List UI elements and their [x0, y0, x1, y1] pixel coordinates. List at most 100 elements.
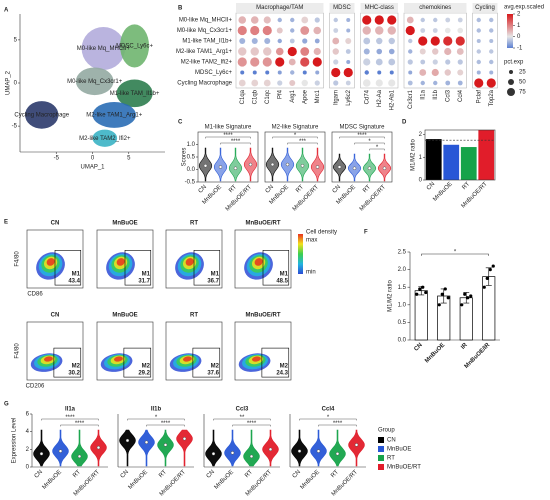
- dot: [262, 25, 272, 36]
- significance-bracket: [318, 424, 357, 427]
- dot: [277, 80, 283, 86]
- point: [488, 268, 492, 272]
- cluster-label: M2-like TAM1_Arg1+: [86, 112, 142, 118]
- dot: [290, 70, 295, 75]
- size-legend-label: 25: [519, 70, 526, 76]
- cluster: [92, 101, 136, 128]
- dot: [444, 69, 451, 76]
- dot: [374, 15, 384, 25]
- panel-label: E: [4, 220, 8, 226]
- y-axis-label: Expression Level: [12, 418, 18, 464]
- dot: [275, 57, 285, 67]
- violin: [205, 429, 222, 467]
- gate-label: M2: [142, 364, 151, 370]
- dot: [489, 28, 494, 33]
- x-tick-label: CN: [34, 469, 44, 479]
- y-tick-label: 5: [14, 37, 18, 43]
- gate-value: 31.7: [138, 279, 150, 285]
- gene-label: Pf4: [277, 89, 283, 99]
- dot: [289, 38, 295, 44]
- gate-label: M2: [211, 364, 220, 370]
- gate: [193, 250, 221, 286]
- group-frame: [403, 12, 467, 89]
- colorbar-title: avg.exp.scaled: [504, 5, 544, 11]
- dot: [388, 37, 395, 45]
- group-header: Macrophage/TAM: [256, 5, 303, 11]
- gene-label: C1qc: [265, 90, 271, 104]
- size-legend-dot: [507, 88, 515, 96]
- row-label: M2-like TAM2_Ifi2+: [181, 60, 233, 66]
- gate-label: M1: [142, 272, 151, 278]
- plot-title: CN: [51, 221, 60, 227]
- plot-title: MnBuOE: [112, 313, 137, 319]
- dot: [346, 60, 351, 64]
- group-header: Cycling: [475, 5, 495, 11]
- dot: [333, 28, 339, 33]
- x-tick-label: CN: [206, 469, 216, 479]
- violin: [310, 429, 327, 467]
- gate: [192, 347, 221, 378]
- significance-label: ***: [299, 139, 307, 145]
- violin: [228, 147, 243, 182]
- group-frame: [472, 12, 498, 89]
- dot: [489, 49, 494, 54]
- point: [421, 285, 425, 289]
- dot: [489, 17, 494, 23]
- median-dot: [163, 443, 168, 447]
- colorbar-min: min: [306, 270, 316, 276]
- panel-label: G: [4, 402, 9, 408]
- group-header-bg: [404, 3, 467, 12]
- group-header-bg: [472, 3, 498, 12]
- dot: [346, 18, 351, 22]
- row-label: M2-like TAM1_Arg1+: [176, 49, 232, 55]
- y-axis-label: M1/M2 ratio: [411, 139, 417, 171]
- violin: [119, 429, 136, 467]
- cluster-label: MDSC_Ly6c+: [116, 43, 153, 49]
- gate: [54, 250, 82, 286]
- dot: [445, 80, 451, 86]
- violin: [243, 429, 260, 467]
- point: [460, 303, 464, 307]
- violin: [157, 429, 174, 467]
- colorbar-tick-label: 2: [517, 12, 521, 18]
- bar: [478, 130, 495, 180]
- violin: [329, 429, 346, 467]
- dot: [388, 58, 396, 66]
- gene-label: Top2a: [489, 89, 495, 106]
- dot: [431, 68, 439, 77]
- gene-label: C1qb: [252, 89, 258, 104]
- dot: [363, 37, 371, 45]
- median-dot: [125, 438, 130, 443]
- density: [113, 356, 123, 362]
- significance-bracket: [232, 424, 271, 427]
- gene-label: H2-Ab1: [389, 89, 395, 110]
- point: [418, 287, 422, 291]
- dot: [388, 79, 396, 87]
- cluster-label: M0-like Mq_MHCII+: [77, 46, 131, 52]
- dot: [287, 46, 297, 57]
- median-dot: [367, 166, 372, 170]
- dot: [486, 78, 496, 88]
- dot: [420, 28, 426, 33]
- group-header: MDSC: [333, 5, 351, 11]
- median-dot: [268, 447, 273, 452]
- plot-title: MnBuOE/RT: [246, 221, 281, 227]
- dot: [363, 58, 371, 66]
- row-label: M1-like TAM_Il1b+: [182, 39, 232, 45]
- dot: [314, 80, 320, 86]
- significance-label: ****: [75, 421, 85, 427]
- point: [443, 287, 447, 291]
- cluster-label: M1-like TAM_Il1b+: [110, 91, 160, 97]
- dot: [456, 48, 464, 55]
- gene-label: Cd74: [364, 89, 370, 104]
- dot: [263, 47, 272, 56]
- dot: [476, 17, 481, 23]
- x-tick-label: IR: [460, 342, 469, 351]
- gene-label: Itgam: [333, 90, 339, 105]
- y-tick-label: 0: [14, 81, 18, 87]
- dot: [387, 15, 397, 25]
- y-tick-label: 4: [26, 429, 30, 435]
- median-dot: [249, 454, 254, 459]
- dot: [345, 38, 352, 44]
- median-dot: [58, 449, 63, 453]
